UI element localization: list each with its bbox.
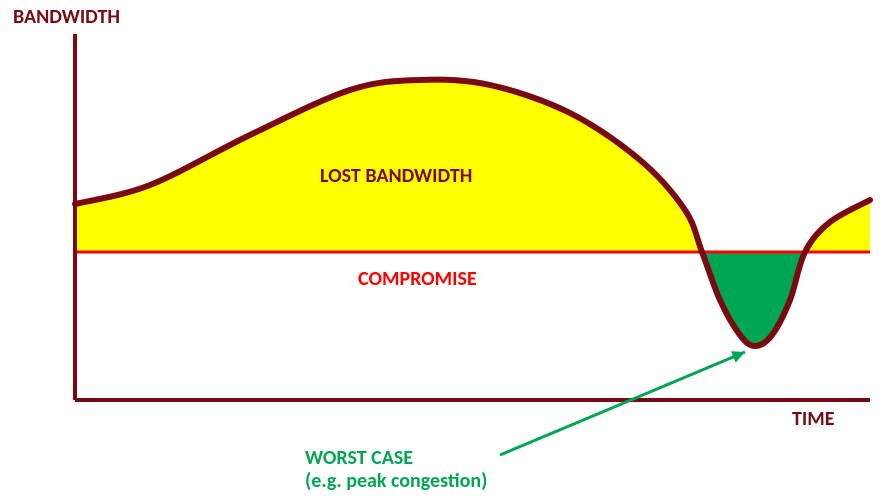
x-axis-label: TIME [792,408,834,431]
chart-svg [0,0,896,501]
lost-bandwidth-label: LOST BANDWIDTH [320,165,472,188]
diagram-stage: BANDWIDTH TIME LOST BANDWIDTH COMPROMISE… [0,0,896,501]
compromise-label: COMPROMISE [358,268,477,291]
lost-bandwidth-region [75,80,870,400]
y-axis-label: BANDWIDTH [13,6,120,29]
worst-case-label: WORST CASE (e.g. peak congestion) [305,447,487,493]
